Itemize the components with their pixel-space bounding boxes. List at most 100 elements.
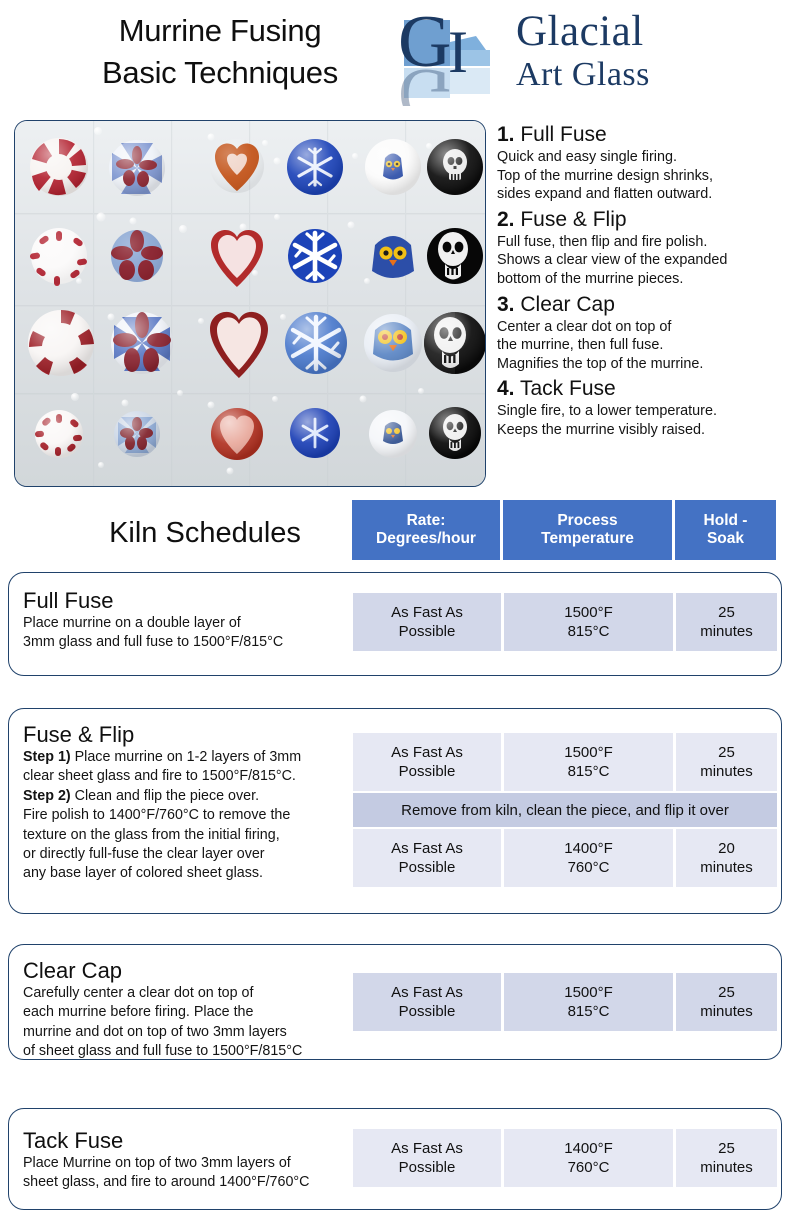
- bead-snowflake-r3: [285, 312, 347, 374]
- technique-desc-2: Full fuse, then flip and fire polish. Sh…: [497, 233, 728, 287]
- brand-wordmark: Glacial Art Glass: [516, 8, 738, 94]
- technique-item-2: 2. Fuse & Flip Full fuse, then flip and …: [497, 207, 789, 289]
- svg-text:I: I: [448, 19, 468, 85]
- cell-rate: As Fast As Possible: [353, 593, 501, 651]
- technique-name-2: Fuse & Flip: [520, 207, 627, 231]
- schedule-row: As Fast As Possible 1500°F 815°C 25 minu…: [353, 593, 777, 651]
- cell-hold-unit: minutes: [700, 1159, 753, 1176]
- cell-temp-c: 760°C: [567, 1159, 610, 1176]
- schedule-row: As Fast As Possible 1400°F 760°C 25 minu…: [353, 1129, 777, 1187]
- cell-hold-unit: minutes: [700, 859, 753, 876]
- column-header-process-temperature: Process Temperature: [503, 500, 672, 560]
- cell-temp-c: 815°C: [567, 763, 610, 780]
- technique-number-4: 4.: [497, 377, 515, 401]
- bead-heart-r1: [210, 139, 264, 193]
- technique-item-4: 4. Tack Fuse Single fire, to a lower tem…: [497, 376, 789, 439]
- cell-temperature: 1400°F 760°C: [504, 829, 673, 887]
- cell-temp-f: 1400°F: [564, 1139, 613, 1157]
- schedule-name-clear-cap: Clear Cap: [23, 958, 123, 983]
- bead-heart-r3: [210, 311, 268, 378]
- cell-rate: As Fast As Possible: [353, 1129, 501, 1187]
- bead-snowflake-r1: [287, 139, 343, 195]
- technique-heading-3: 3. Clear Cap: [497, 292, 789, 318]
- schedule-card-full-fuse: Full Fuse Place murrine on a double laye…: [8, 572, 782, 676]
- bead-peppermint-r3: [28, 309, 94, 376]
- cell-hold: 25 minutes: [676, 973, 777, 1031]
- technique-name-3: Clear Cap: [520, 292, 615, 316]
- cell-rate-line1: As Fast As: [391, 983, 463, 1001]
- bead-peppermint-r2: [30, 228, 87, 286]
- cell-hold: 20 minutes: [676, 829, 777, 887]
- cell-hold-value: 25: [718, 743, 735, 761]
- step-2-text: Clean and flip the piece over.: [70, 787, 260, 804]
- step-2-text-cont-2: texture on the glass from the initial fi…: [23, 826, 280, 843]
- bead-heart-r2: [211, 230, 263, 287]
- schedule-card-text-clear-cap: Clear Cap Carefully center a clear dot o…: [23, 957, 353, 1062]
- cell-rate-line2: Possible: [398, 1159, 456, 1176]
- technique-number-3: 3.: [497, 292, 515, 316]
- bead-skull-r2: [427, 228, 483, 284]
- cell-hold-unit: minutes: [700, 1003, 753, 1020]
- technique-heading-1: 1. Full Fuse: [497, 122, 789, 148]
- svg-text:G: G: [398, 53, 451, 106]
- cell-temp-c: 815°C: [567, 623, 610, 640]
- step-1-text: Place murrine on 1-2 layers of 3mm: [70, 749, 302, 765]
- cell-rate-line1: As Fast As: [391, 603, 463, 621]
- step-2-text-cont-1: Fire polish to 1400°F/760°C to remove th…: [23, 807, 291, 824]
- murrine-sample-photo: [14, 120, 486, 487]
- column-header-hold-soak: Hold - Soak: [675, 500, 776, 560]
- cell-rate-line2: Possible: [398, 1003, 456, 1020]
- cell-hold: 25 minutes: [676, 1129, 777, 1187]
- bead-skull-r1: [427, 139, 483, 195]
- schedule-body-tack-fuse: Place Murrine on top of two 3mm layers o…: [23, 1155, 310, 1191]
- cell-hold-unit: minutes: [700, 623, 753, 640]
- technique-list: 1. Full Fuse Quick and easy single firin…: [497, 122, 789, 443]
- brand-word-glacial: Glacial: [516, 8, 644, 55]
- technique-desc-4: Single fire, to a lower temperature. Kee…: [497, 403, 717, 438]
- technique-desc-3: Center a clear dot on top of the murrine…: [497, 318, 704, 372]
- schedule-table-header: Rate: Degrees/hour Process Temperature H…: [352, 500, 776, 560]
- cell-temperature: 1500°F 815°C: [504, 973, 673, 1031]
- technique-number-1: 1.: [497, 123, 515, 146]
- step-1-label: Step 1): [23, 749, 71, 765]
- cell-hold-value: 20: [718, 839, 735, 857]
- page-header: Murrine Fusing Basic Techniques G I: [0, 0, 794, 135]
- cell-rate-line1: As Fast As: [391, 743, 463, 761]
- schedule-row: As Fast As Possible 1400°F 760°C 20 minu…: [353, 829, 777, 887]
- schedule-row: As Fast As Possible 1500°F 815°C 25 minu…: [353, 973, 777, 1031]
- cell-hold-value: 25: [718, 603, 735, 621]
- bead-flower-r4: [114, 411, 160, 457]
- technique-heading-4: 4. Tack Fuse: [497, 376, 789, 402]
- technique-number-2: 2.: [497, 207, 515, 231]
- schedule-card-tack-fuse: Tack Fuse Place Murrine on top of two 3m…: [8, 1108, 782, 1210]
- bead-owl-r4: [369, 410, 417, 458]
- schedule-name-full-fuse: Full Fuse: [23, 588, 114, 613]
- schedule-grid-tack-fuse: As Fast As Possible 1400°F 760°C 25 minu…: [353, 1129, 777, 1187]
- step-2-line: Step 2) Clean and flip the piece over.: [23, 787, 353, 806]
- cell-hold-unit: minutes: [700, 763, 753, 780]
- schedule-card-text-full-fuse: Full Fuse Place murrine on a double laye…: [23, 587, 353, 653]
- bead-skull-r3: [424, 312, 485, 374]
- kiln-schedules-title: Kiln Schedules: [109, 517, 301, 549]
- schedule-grid-full-fuse: As Fast As Possible 1500°F 815°C 25 minu…: [353, 593, 777, 651]
- cell-rate-line1: As Fast As: [391, 1139, 463, 1157]
- bead-heart-r4: [211, 408, 263, 460]
- schedule-body-fuse-and-flip: Step 1) Place murrine on 1-2 layers of 3…: [23, 748, 353, 884]
- technique-heading-2: 2. Fuse & Flip: [497, 207, 789, 233]
- cell-rate: As Fast As Possible: [353, 733, 501, 791]
- column-header-rate: Rate: Degrees/hour: [352, 500, 500, 560]
- cell-temp-f: 1500°F: [564, 983, 613, 1001]
- cell-temp-c: 815°C: [567, 1003, 610, 1020]
- cell-temp-f: 1400°F: [564, 839, 613, 857]
- step-2-text-cont-3: or directly full-fuse the clear layer ov…: [23, 846, 265, 863]
- cell-rate: As Fast As Possible: [353, 829, 501, 887]
- page-title-line-1: Murrine Fusing: [118, 13, 322, 48]
- bead-peppermint-r4: [35, 410, 83, 458]
- cell-temp-f: 1500°F: [564, 603, 613, 621]
- cell-rate-line1: As Fast As: [391, 839, 463, 857]
- cell-hold: 25 minutes: [676, 733, 777, 791]
- schedule-name-tack-fuse: Tack Fuse: [23, 1128, 124, 1153]
- page-title-line-2: Basic Techniques: [102, 55, 338, 90]
- cell-rate-line2: Possible: [398, 763, 456, 780]
- cell-rate: As Fast As Possible: [353, 973, 501, 1031]
